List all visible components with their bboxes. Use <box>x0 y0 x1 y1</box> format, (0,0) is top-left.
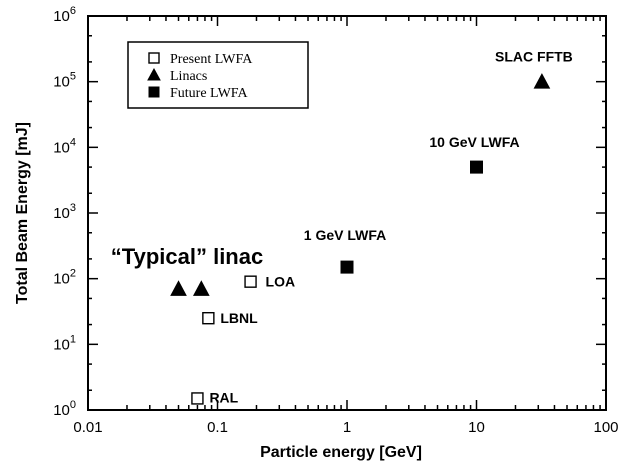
data-point <box>533 73 551 89</box>
legend-label: Linacs <box>170 69 207 84</box>
y-tick-label: 101 <box>53 333 76 353</box>
series-linacs <box>170 73 551 296</box>
y-tick-label: 106 <box>53 5 76 25</box>
x-tick-label: 10 <box>468 419 485 436</box>
y-tick-label: 100 <box>53 399 76 419</box>
legend-marker <box>147 67 161 81</box>
point-label: RAL <box>209 389 238 405</box>
point-label: LOA <box>266 274 296 290</box>
data-point <box>192 280 210 296</box>
y-tick-label: 105 <box>53 71 76 91</box>
annotation-label: “Typical” linac <box>111 244 263 269</box>
y-tick-label: 104 <box>53 136 76 156</box>
legend-marker <box>148 52 160 64</box>
legend-marker <box>148 86 160 98</box>
y-tick-label: 102 <box>53 268 76 288</box>
x-tick-label: 0.1 <box>207 419 228 436</box>
data-point <box>202 312 215 325</box>
legend-label: Present LWFA <box>170 52 253 67</box>
y-tick-label: 103 <box>53 202 76 222</box>
data-point <box>340 260 354 274</box>
x-tick-label: 0.01 <box>73 419 102 436</box>
data-point <box>244 275 257 288</box>
legend: Present LWFA Linacs Future LWFA <box>127 41 309 109</box>
point-label: LBNL <box>220 310 258 326</box>
legend-label: Future LWFA <box>170 86 249 101</box>
data-point <box>170 280 187 296</box>
series-future-lwfa <box>340 160 483 274</box>
point-label: SLAC FFTB <box>495 49 573 65</box>
x-tick-label: 100 <box>593 419 618 436</box>
data-point <box>470 160 483 174</box>
y-axis-title: Total Beam Energy [mJ] <box>14 122 31 304</box>
series-present-lwfa <box>191 275 257 405</box>
x-axis-title: Particle energy [GeV] <box>260 444 422 461</box>
point-label: 1 GeV LWFA <box>304 227 386 243</box>
point-label: 10 GeV LWFA <box>429 134 519 150</box>
data-point <box>191 392 204 405</box>
x-tick-label: 1 <box>343 419 351 436</box>
